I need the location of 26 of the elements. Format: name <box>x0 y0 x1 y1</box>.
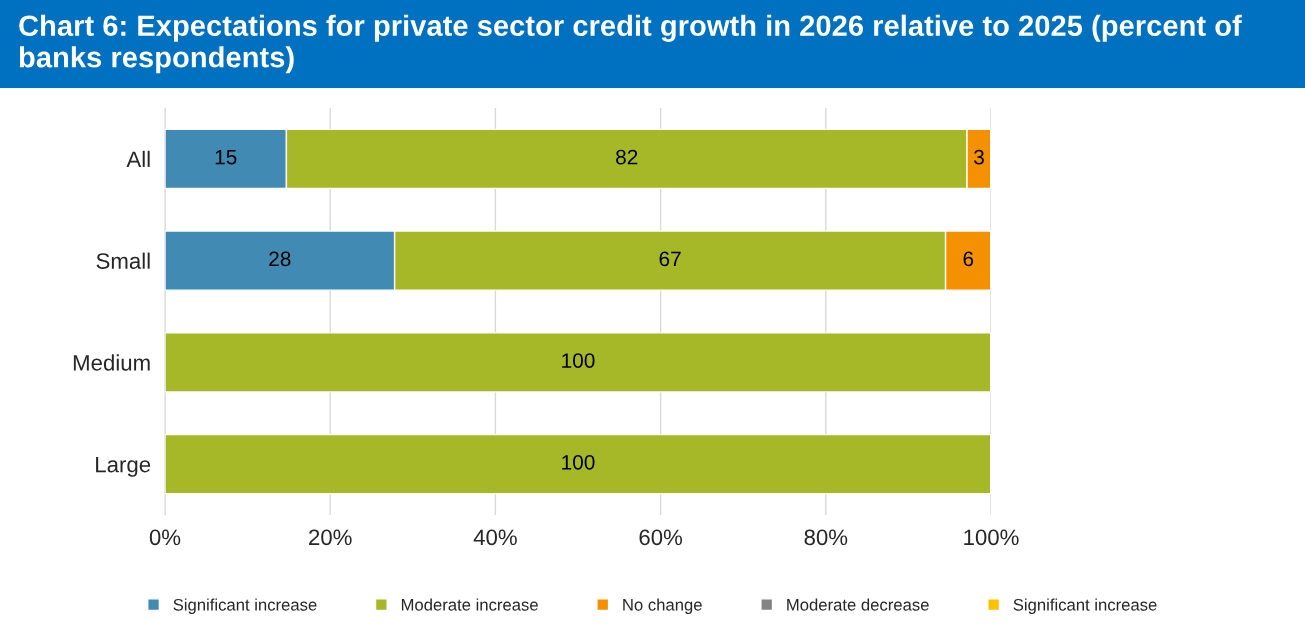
y-tick-label: Small <box>96 252 150 269</box>
x-tick-label: 0% <box>149 529 181 546</box>
y-tick-label: All <box>126 150 150 167</box>
data-label: 3 <box>974 149 984 165</box>
y-tick-label: Medium <box>73 354 150 371</box>
x-tick-label: 60% <box>639 529 683 546</box>
legend-label: Moderate decrease <box>787 598 929 611</box>
data-label: 82 <box>616 149 638 165</box>
data-label: 6 <box>963 251 974 267</box>
x-tick-label: 80% <box>804 529 848 546</box>
x-tick-label: 20% <box>309 529 352 546</box>
bar <box>165 332 991 393</box>
data-label: 67 <box>659 251 681 267</box>
legend-label: Significant increase <box>173 598 317 614</box>
data-label: 15 <box>215 149 237 165</box>
x-tick-label: 100% <box>964 529 1019 546</box>
chart-title: Chart 6: Expectations for private sector credit growth in 2026 relative to 2025 (percent of banks respondents) <box>19 14 1242 74</box>
x-tick-label: 40% <box>473 529 517 546</box>
data-label: 100 <box>562 454 595 470</box>
data-label: 28 <box>269 251 291 267</box>
legend-label: Significant increase <box>1013 598 1157 614</box>
y-tick-label: Large <box>96 456 151 477</box>
bar <box>165 433 991 495</box>
data-label: 100 <box>562 353 595 368</box>
legend-label: Moderate increase <box>401 598 538 611</box>
legend-label: No change <box>623 598 702 614</box>
